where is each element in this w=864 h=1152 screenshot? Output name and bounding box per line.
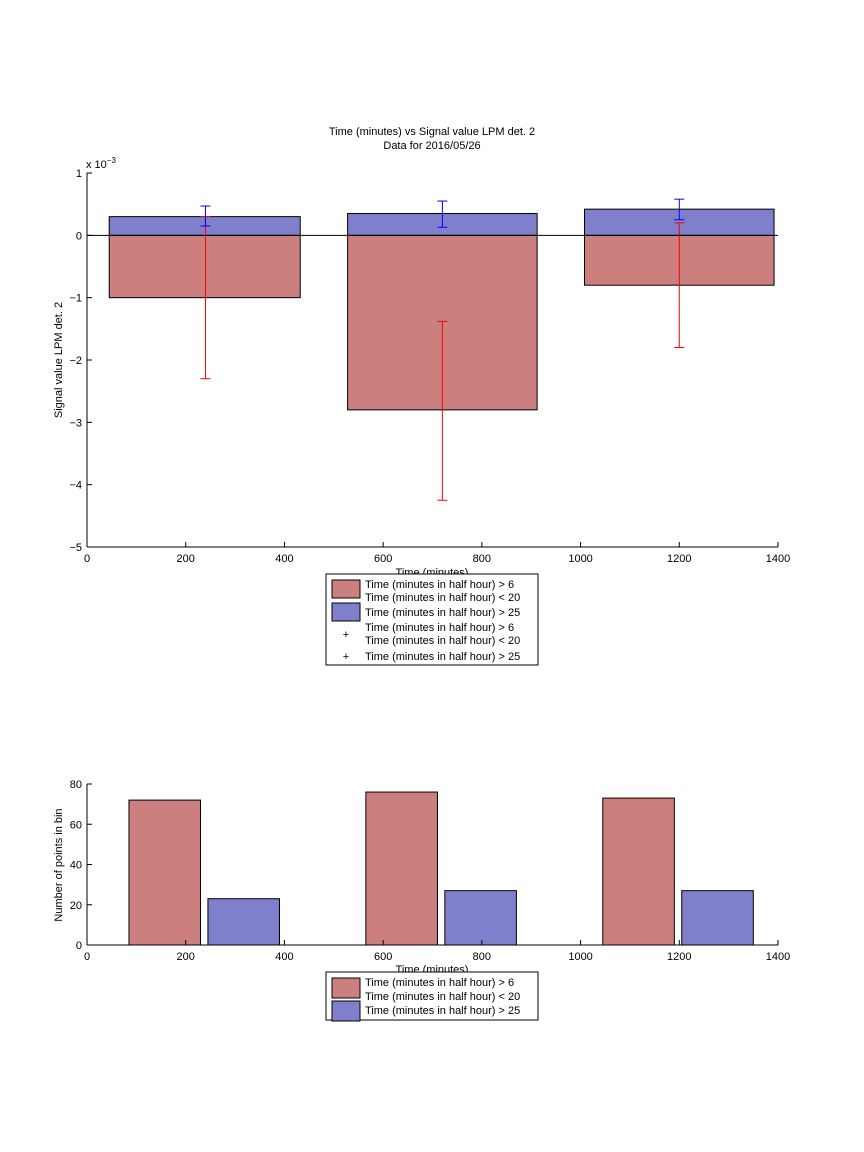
y-tick-label: 40 [70,860,82,872]
legend-marker-blue-plus: + [343,651,349,663]
x-tick-label: 800 [473,951,491,963]
chart-1-bars [108,208,775,411]
bar-series-2 [681,890,754,946]
y-tick-label: −4 [69,480,82,492]
bar-series-1 [108,234,301,299]
x-tick-label: 200 [177,553,195,565]
x-tick-label: 600 [374,553,392,565]
chart-2-legend: Time (minutes in half hour) > 6 Time (mi… [325,971,539,1022]
legend-box [325,573,539,666]
chart-2-y-label: Number of points in bin [53,808,65,921]
bar-series-2 [207,898,280,946]
y-tick-label: −2 [69,355,82,367]
y-tick-label: 0 [76,940,82,952]
x-tick-label: 200 [177,951,195,963]
chart-1-error-bars [200,198,685,501]
chart-1-y-label: Signal value LPM det. 2 [53,302,65,418]
legend-entry-3a: Time (minutes in half hour) > 6 [365,622,514,634]
y-tick-label: 20 [70,900,82,912]
legend-marker-red-plus: + [343,629,349,641]
legend-entry-1a: Time (minutes in half hour) > 6 [365,579,514,591]
y-tick-label: 80 [70,779,82,791]
x-tick-label: 1400 [766,951,790,963]
x-tick-label: 1200 [667,951,691,963]
legend-entry-2: Time (minutes in half hour) > 25 [365,1005,520,1017]
error-bar-series-1 [674,222,685,349]
chart-1-subtitle: Data for 2016/05/26 [383,140,480,152]
legend-box [325,971,539,1021]
chart-1-ticks: 0 200 400 600 800 1000 1200 1400 −5 −4 −3 −2 −1 0 1 [69,168,790,565]
x-tick-label: 1200 [667,553,691,565]
y-tick-label: −1 [69,293,82,305]
chart-1: Time (minutes) vs Signal value LPM det. … [53,126,790,666]
x-tick-label: 800 [473,553,491,565]
bar-series-1 [365,791,438,946]
y-tick-label: −5 [69,542,82,554]
x-tick-label: 1400 [766,553,790,565]
chart-2: 0 200 400 600 800 1000 1200 1400 0 20 40 60 80 Time … [53,779,790,1022]
legend-entry-4: Time (minutes in half hour) > 25 [365,651,520,663]
bar-series-1 [128,799,202,946]
chart-2-bars [128,791,754,946]
error-bar-series-2 [674,198,685,221]
x-tick-label: 0 [84,553,90,565]
y-tick-label: 1 [76,168,82,180]
x-tick-label: 1000 [568,553,592,565]
y-tick-label: 0 [76,230,82,242]
legend-swatch-blue-bar [331,1000,361,1022]
legend-entry-1a: Time (minutes in half hour) > 6 [365,977,514,989]
chart-2-ticks: 0 200 400 600 800 1000 1200 1400 0 20 40 60 80 [70,779,790,963]
chart-1-legend: Time (minutes in half hour) > 6 Time (mi… [325,573,539,666]
error-bar-series-1 [437,320,448,501]
legend-entry-1b: Time (minutes in half hour) < 20 [365,991,520,1003]
x-tick-label: 400 [275,951,293,963]
error-bar-series-2 [200,205,211,227]
x-tick-label: 600 [374,951,392,963]
legend-swatch-blue-bar [331,602,361,622]
legend-swatch-red-bar [331,977,361,999]
legend-entry-1b: Time (minutes in half hour) < 20 [365,592,520,604]
legend-swatch-red-bar [331,579,361,599]
y-tick-label: 60 [70,819,82,831]
x-tick-label: 400 [275,553,293,565]
error-bar-series-2 [437,200,448,228]
legend-entry-2: Time (minutes in half hour) > 25 [365,607,520,619]
x-tick-label: 1000 [568,951,592,963]
chart-1-title: Time (minutes) vs Signal value LPM det. … [329,126,535,138]
legend-entry-3b: Time (minutes in half hour) < 20 [365,635,520,647]
chart-1-y-multiplier: x 10−3 [86,156,116,171]
bar-series-2 [444,890,517,946]
y-tick-label: −3 [69,417,82,429]
bar-series-1 [602,797,675,946]
x-tick-label: 0 [84,951,90,963]
